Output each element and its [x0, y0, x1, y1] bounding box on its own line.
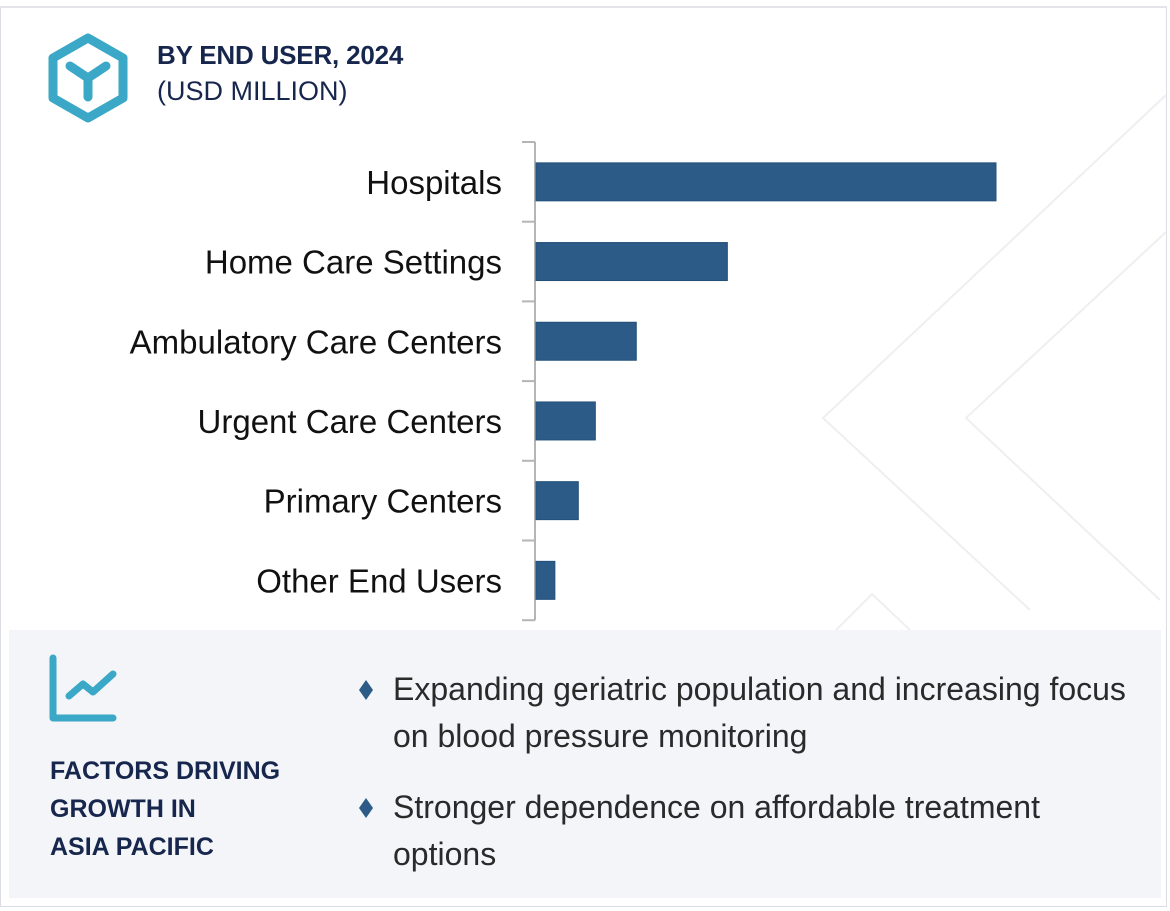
factors-heading-line: GROWTH IN [50, 795, 196, 823]
factors-heading-line: ASIA PACIFIC [50, 833, 214, 861]
factor-text: Expanding geriatric population and incre… [393, 671, 1126, 754]
category-label: Other End Users [256, 562, 502, 599]
bar-other-end-users [535, 560, 556, 600]
category-label: Primary Centers [264, 483, 502, 520]
factor-item: Expanding geriatric population and incre… [355, 666, 1135, 760]
bar-home-care-settings [535, 242, 728, 282]
bar-primary-centers [535, 481, 579, 521]
factors-list: Expanding geriatric population and incre… [355, 666, 1135, 902]
factors-heading-line: FACTORS DRIVING [50, 757, 281, 785]
bar-hospitals [535, 162, 997, 202]
factors-heading: FACTORS DRIVING GROWTH IN ASIA PACIFIC [50, 752, 280, 866]
diamond-bullet-icon [359, 680, 373, 700]
trend-chart-icon [49, 654, 117, 722]
bar-ambulatory-care-centers [535, 321, 637, 361]
factor-item: Stronger dependence on affordable treatm… [355, 784, 1135, 878]
category-label: Ambulatory Care Centers [130, 323, 502, 360]
category-label: Urgent Care Centers [198, 403, 502, 440]
chart-subtitle: (USD MILLION) [157, 76, 348, 106]
bar-chart: Hospitals Home Care Settings Ambulatory Ca… [130, 141, 997, 622]
category-label: Hospitals [366, 164, 502, 201]
chart-title: BY END USER, 2024 [157, 40, 404, 70]
diamond-bullet-icon [359, 798, 373, 818]
category-label: Home Care Settings [205, 244, 502, 281]
hexagon-y-icon [48, 33, 128, 123]
factor-text: Stronger dependence on affordable treatm… [393, 789, 1040, 872]
bar-urgent-care-centers [535, 401, 596, 441]
factors-panel [9, 630, 1161, 898]
